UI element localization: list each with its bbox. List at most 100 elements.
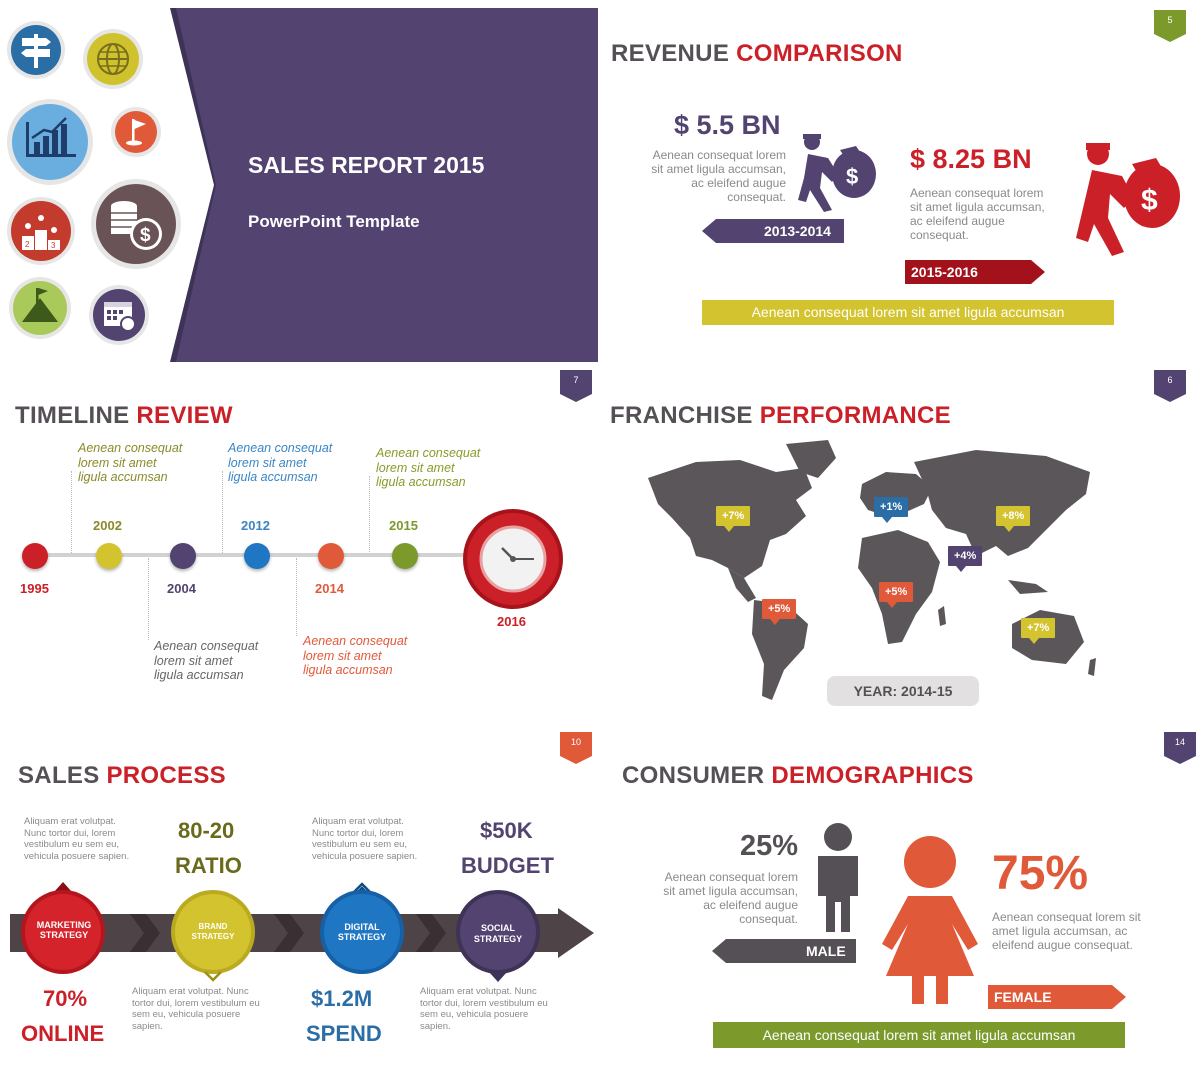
slide-title: CONSUMER DEMOGRAPHICS	[622, 762, 974, 789]
gender-ribbon-male	[712, 939, 856, 963]
world-map	[648, 440, 1096, 700]
slide-title: FRANCHISE PERFORMANCE	[610, 402, 951, 429]
growth-pin[interactable]: +5%	[762, 599, 797, 625]
male-text: Aenean consequat lorem sit amet ligula a…	[663, 870, 798, 926]
demographics-slide[interactable]: 14 CONSUMER DEMOGRAPHICS 25% Aenean cons…	[600, 728, 1200, 1092]
cover-title: SALES REPORT 2015	[248, 152, 485, 178]
revenue-left-text: Aenean consequat lorem sit amet ligula a…	[651, 148, 786, 204]
connector-line	[148, 558, 149, 640]
step-label: BRAND STRATEGY	[191, 922, 235, 941]
timeline-year: 2015	[389, 518, 418, 533]
timeline-dot-2002[interactable]	[96, 543, 122, 569]
timeline-year: 2004	[167, 581, 196, 596]
male-label: MALE	[806, 943, 846, 959]
timeline-note: Aenean consequat lorem sit amet ligula a…	[303, 634, 408, 677]
slide-number-badge: 5	[1154, 10, 1186, 42]
stat-label: SPEND	[306, 1021, 382, 1046]
female-label: FEMALE	[994, 989, 1052, 1005]
revenue-left-amount: $ 5.5 BN	[674, 110, 781, 140]
growth-pin[interactable]: +1%	[874, 497, 909, 523]
period-label-right: 2015-2016	[911, 264, 978, 280]
revenue-slide[interactable]: 5 REVENUE COMPARISON $ 5.5 BN Aenean con…	[600, 0, 1200, 362]
slide-title: TIMELINE REVIEW	[15, 402, 233, 429]
stat-label: ONLINE	[21, 1021, 105, 1046]
growth-pin[interactable]: +4%	[948, 546, 983, 572]
cover-arrow-banner	[170, 8, 598, 362]
thief-icon: $	[1076, 143, 1180, 256]
year-pill: YEAR: 2014-15	[827, 676, 979, 706]
svg-text:3: 3	[51, 241, 56, 250]
stat-value: 80-20	[178, 818, 235, 843]
stat-label: RATIO	[175, 853, 242, 878]
timeline-note: Aenean consequat lorem sit amet ligula a…	[228, 441, 333, 484]
slide-number-badge: 14	[1164, 732, 1196, 764]
timeline-dot-2004[interactable]	[170, 543, 196, 569]
svg-text:$: $	[1141, 184, 1158, 217]
revenue-right-amount: $ 8.25 BN	[910, 144, 1032, 174]
step-label: DIGITAL STRATEGY	[337, 922, 387, 942]
revenue-footer-bar: Aenean consequat lorem sit amet ligula a…	[702, 300, 1114, 325]
growth-pin[interactable]: +7%	[1021, 618, 1056, 644]
slide-title: SALES PROCESS	[18, 762, 226, 789]
clock-icon	[463, 509, 563, 609]
male-percent: 25%	[740, 830, 799, 862]
connector-line	[296, 558, 297, 636]
stat-value: 70%	[43, 986, 88, 1011]
globe-icon	[83, 29, 143, 89]
sales-process-slide[interactable]: 10 SALES PROCESS Aliquam erat volutpat. …	[0, 728, 600, 1092]
slide-number-badge: 7	[560, 370, 592, 402]
timeline-dot-2015[interactable]	[392, 543, 418, 569]
growth-pin[interactable]: +7%	[716, 506, 751, 532]
timeline-dot-2012[interactable]	[244, 543, 270, 569]
step-circle-brand[interactable]	[170, 888, 256, 986]
flag-icon	[111, 107, 161, 157]
period-label-left: 2013-2014	[764, 223, 831, 239]
timeline-dot-1995[interactable]	[22, 543, 48, 569]
timeline-dot-2014[interactable]	[318, 543, 344, 569]
svg-text:$: $	[846, 164, 858, 189]
svg-text:2: 2	[25, 240, 30, 249]
timeline-year: 1995	[20, 581, 49, 596]
connector-line	[222, 471, 223, 553]
timeline-note: Aenean consequat lorem sit amet ligula a…	[376, 446, 481, 489]
mountain-flag-icon	[9, 277, 71, 339]
slide-number-badge: 6	[1154, 370, 1186, 402]
signpost-icon	[7, 21, 65, 79]
process-text: Aliquam erat volutpat. Nunc tortor dui, …	[312, 816, 418, 862]
connector-line	[71, 471, 72, 553]
slide-title: REVENUE COMPARISON	[611, 40, 903, 67]
demographics-footer-bar: Aenean consequat lorem sit amet ligula a…	[713, 1022, 1125, 1048]
timeline-slide[interactable]: 7 TIMELINE REVIEW Aenean consequat lorem…	[0, 366, 598, 726]
process-arrow-band	[10, 908, 594, 958]
process-text: Aliquam erat volutpat. Nunc tortor dui, …	[420, 986, 548, 1032]
female-person-icon	[882, 836, 978, 1004]
process-text: Aliquam erat volutpat. Nunc tortor dui, …	[132, 986, 260, 1032]
slide-number-badge: 10	[560, 732, 592, 764]
step-circle-digital[interactable]	[319, 880, 405, 976]
timeline-note: Aenean consequat lorem sit amet ligula a…	[154, 639, 259, 682]
cover-subtitle: PowerPoint Template	[248, 212, 420, 231]
male-person-icon	[818, 823, 858, 932]
stat-value: $50K	[480, 818, 533, 843]
timeline-year: 2002	[93, 518, 122, 533]
connector-line	[369, 476, 370, 554]
female-text: Aenean consequat lorem sit amet ligula a…	[992, 910, 1141, 952]
growth-pin[interactable]: +8%	[996, 506, 1031, 532]
svg-text:$: $	[140, 225, 151, 246]
stat-label: BUDGET	[461, 853, 554, 878]
growth-pin[interactable]: +5%	[879, 582, 914, 608]
stat-value: $1.2M	[311, 986, 373, 1011]
timeline-year: 2014	[315, 581, 344, 596]
step-circle-marketing[interactable]	[20, 880, 106, 976]
period-ribbon-left	[702, 219, 844, 243]
gender-ribbon-female	[988, 985, 1126, 1009]
revenue-right-text: Aenean consequat lorem sit amet ligula a…	[910, 186, 1045, 242]
bar-chart-icon	[7, 99, 93, 185]
step-circle-social[interactable]	[455, 888, 541, 988]
thief-icon: $	[798, 134, 876, 212]
franchise-slide[interactable]: 6 FRANCHISE PERFORMANCE +7% +	[600, 366, 1200, 726]
process-text: Aliquam erat volutpat. Nunc tortor dui, …	[24, 816, 130, 862]
calendar-icon	[89, 285, 149, 345]
